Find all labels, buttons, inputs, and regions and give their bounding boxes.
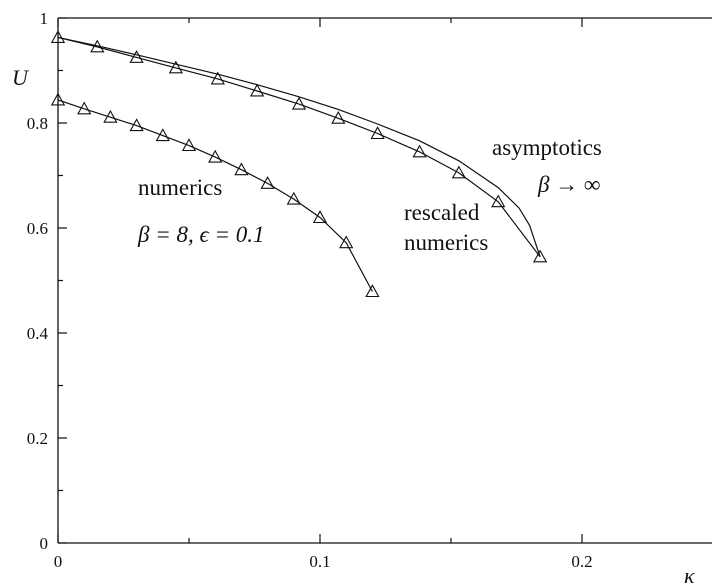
data-point-numerics bbox=[77, 101, 92, 115]
annotation-numerics-params: β = 8, ϵ = 0.1 bbox=[137, 222, 265, 247]
x-tick-label: 0.2 bbox=[571, 552, 592, 571]
data-point-rescaled bbox=[291, 96, 307, 110]
data-point-rescaled bbox=[331, 110, 346, 124]
data-point-rescaled bbox=[210, 71, 225, 85]
annotation-rescaled-line1: rescaled bbox=[404, 200, 480, 225]
x-tick-label: 0.1 bbox=[309, 552, 330, 571]
data-point-numerics bbox=[129, 118, 144, 132]
data-point-rescaled bbox=[532, 249, 548, 263]
annotation-asymptotics-limit: β → ∞ bbox=[537, 172, 600, 197]
y-tick-label: 1 bbox=[40, 9, 49, 28]
data-point-rescaled bbox=[50, 30, 66, 43]
data-point-numerics bbox=[234, 162, 249, 176]
annotation-asymptotics-title: asymptotics bbox=[492, 135, 602, 160]
markers bbox=[50, 30, 548, 298]
curves bbox=[57, 36, 541, 292]
data-point-rescaled bbox=[168, 60, 184, 74]
series-line-asymptotics bbox=[57, 36, 541, 258]
data-point-rescaled bbox=[491, 194, 506, 208]
data-point-rescaled bbox=[129, 50, 144, 63]
data-point-numerics bbox=[365, 284, 380, 298]
data-point-numerics bbox=[50, 92, 66, 106]
data-point-rescaled bbox=[412, 144, 427, 158]
series-line-rescaled bbox=[57, 36, 541, 258]
data-point-rescaled bbox=[370, 126, 385, 140]
x-tick-label: 0 bbox=[54, 552, 63, 571]
data-point-numerics bbox=[103, 109, 118, 123]
data-point-numerics bbox=[181, 138, 197, 152]
series-line-numerics bbox=[57, 99, 373, 292]
y-axis-label: U bbox=[12, 65, 30, 90]
y-tick-label: 0 bbox=[40, 534, 49, 553]
ticks bbox=[57, 17, 583, 544]
annotation-numerics-title: numerics bbox=[138, 175, 222, 200]
data-point-rescaled bbox=[451, 165, 467, 179]
annotation-rescaled-line2: numerics bbox=[404, 230, 488, 255]
tick-labels: 0 0.1 0.2 0 0.2 0.4 0.6 0.8 1 bbox=[27, 9, 593, 571]
y-tick-label: 0.4 bbox=[27, 324, 49, 343]
data-point-rescaled bbox=[249, 83, 265, 97]
y-tick-label: 0.2 bbox=[27, 429, 48, 448]
axes bbox=[57, 17, 712, 544]
data-point-rescaled bbox=[90, 39, 105, 53]
data-point-numerics bbox=[155, 128, 170, 142]
data-point-numerics bbox=[339, 235, 354, 249]
y-tick-label: 0.6 bbox=[27, 219, 48, 238]
data-point-numerics bbox=[208, 149, 223, 163]
data-point-numerics bbox=[312, 210, 328, 224]
data-point-numerics bbox=[286, 191, 301, 205]
x-axis-label: κ bbox=[684, 563, 695, 585]
data-point-numerics bbox=[260, 176, 275, 189]
y-tick-label: 0.8 bbox=[27, 114, 48, 133]
